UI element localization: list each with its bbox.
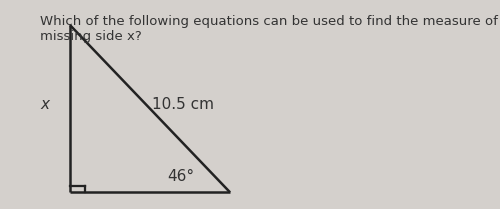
Text: x: x <box>40 97 50 112</box>
Text: 10.5 cm: 10.5 cm <box>152 97 214 112</box>
Text: Which of the following equations can be used to find the measure of the
missing : Which of the following equations can be … <box>40 15 500 43</box>
Text: 46°: 46° <box>168 169 194 184</box>
